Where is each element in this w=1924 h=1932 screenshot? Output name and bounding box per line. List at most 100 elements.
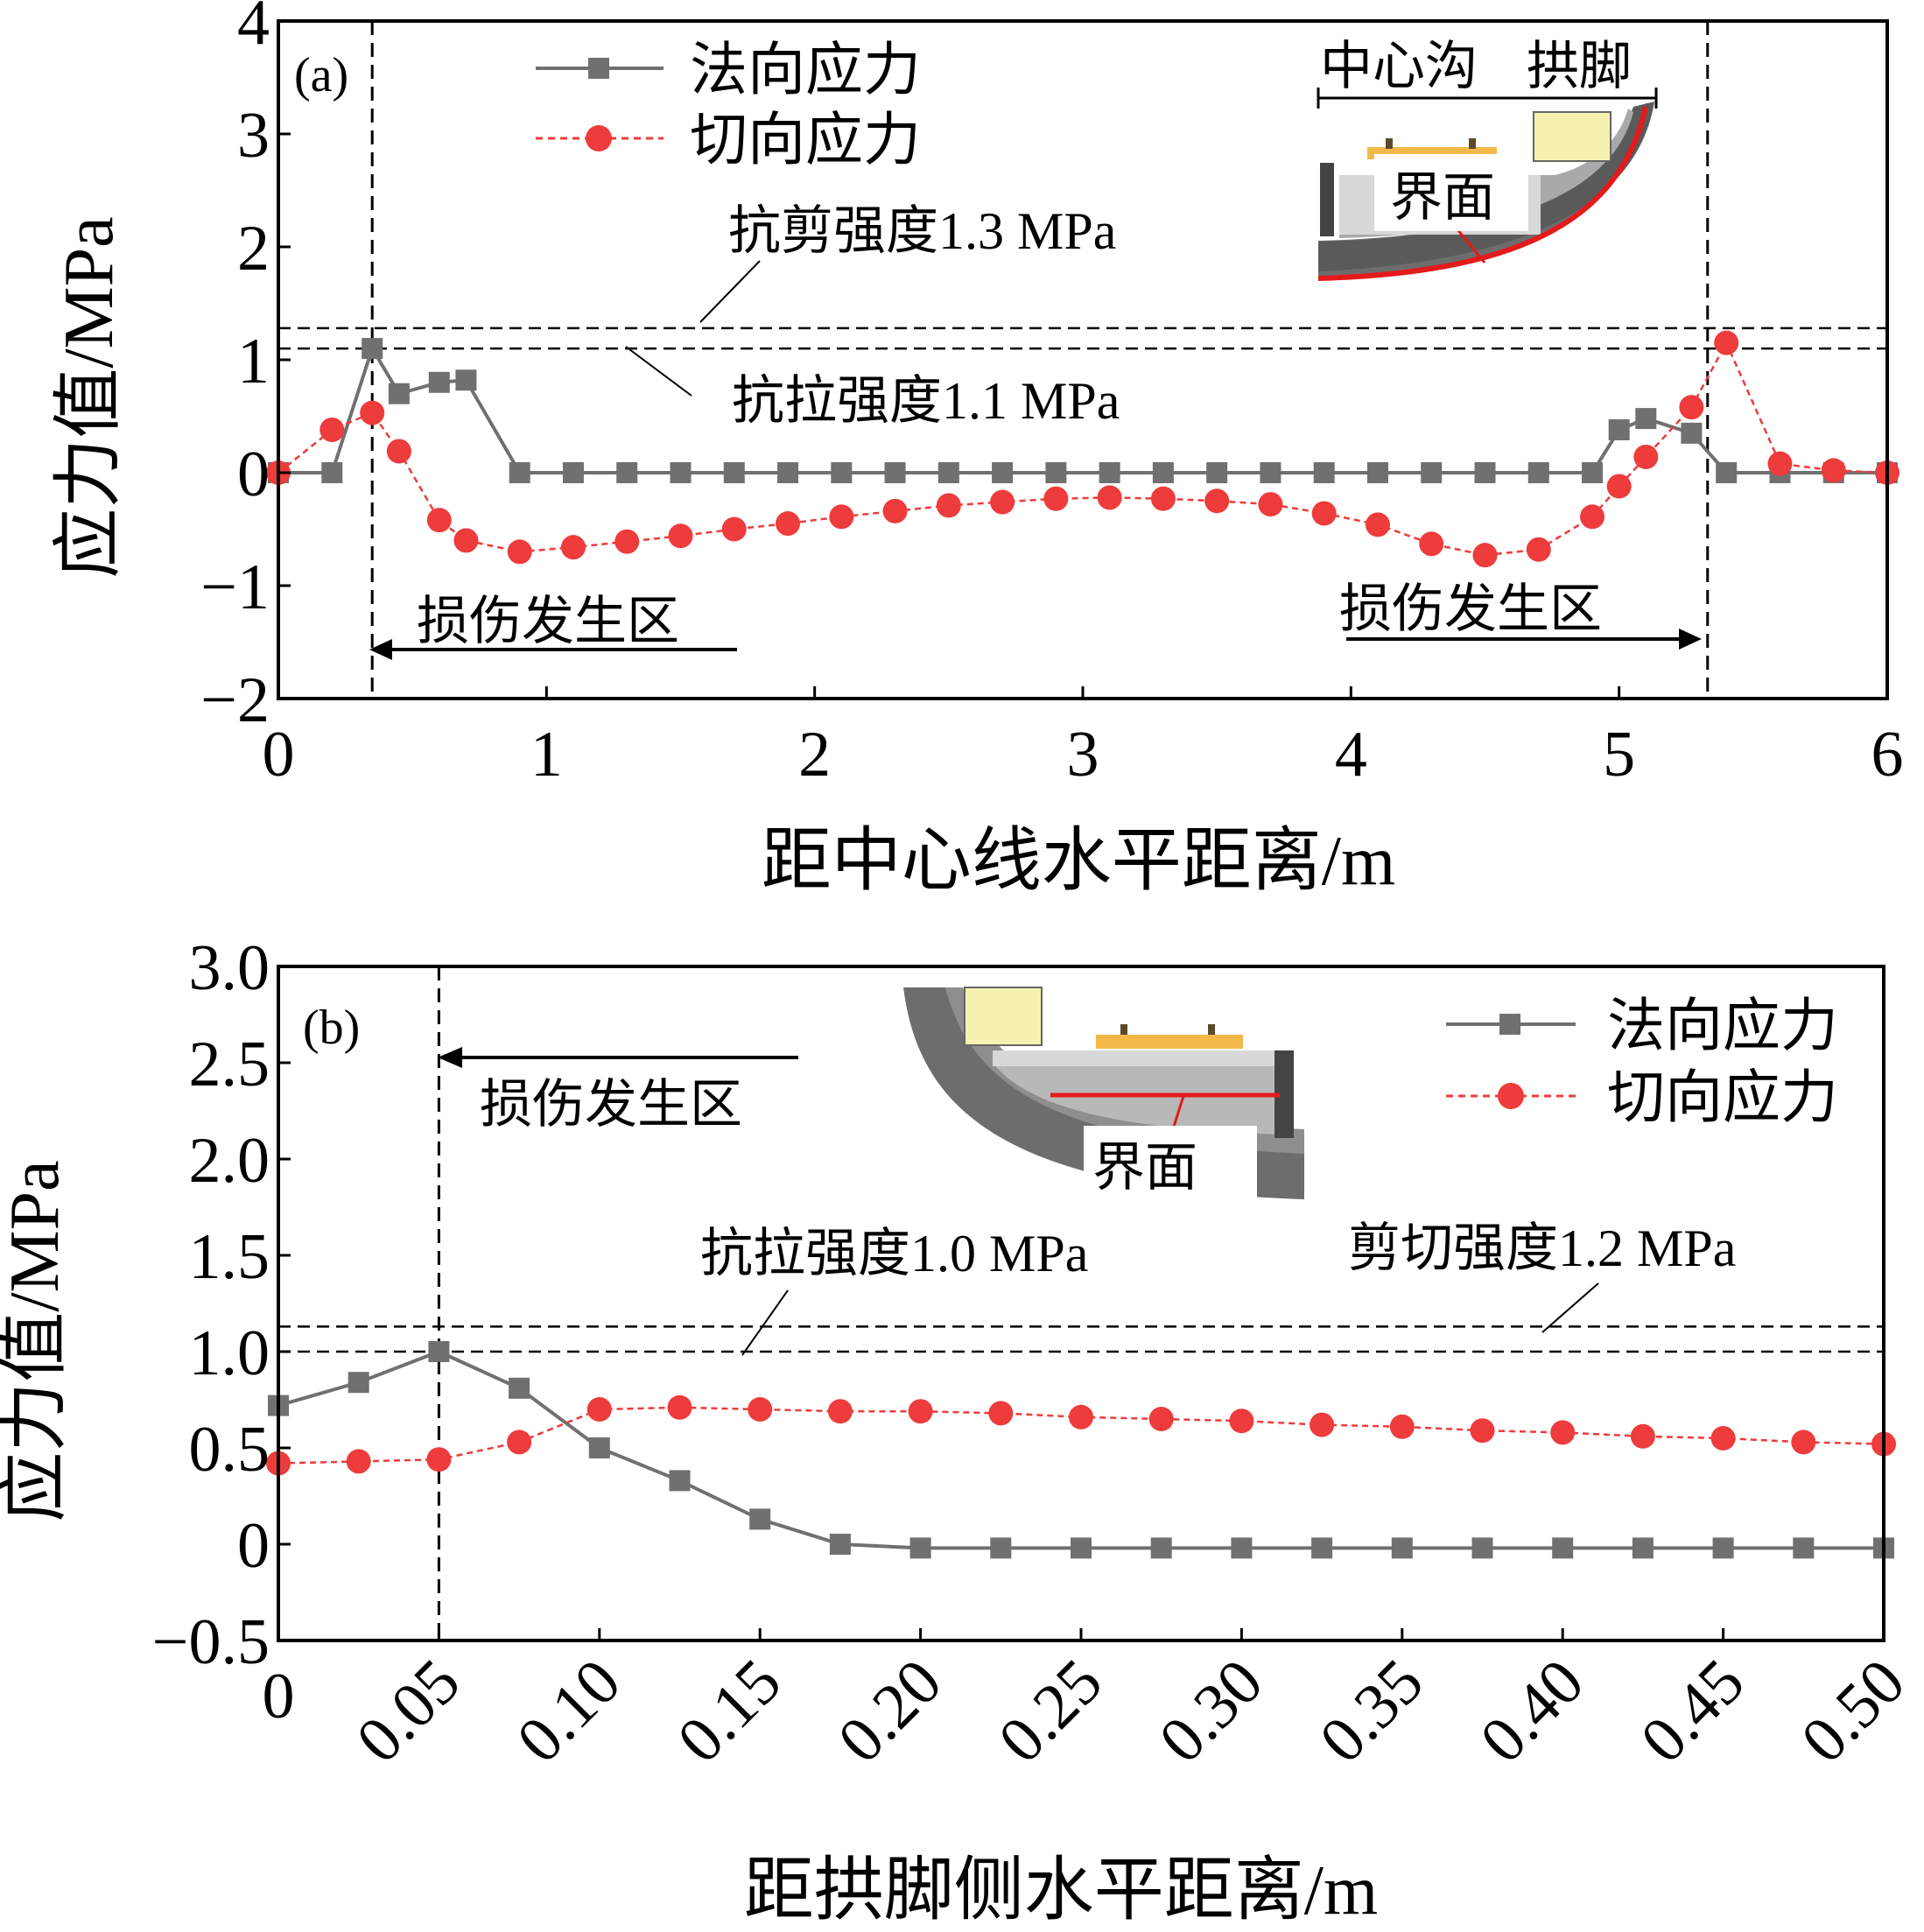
panel-a-y-axis-title: 应力值/MPa xyxy=(51,216,128,578)
y-tick-label-b-0: −0.5 xyxy=(152,1606,270,1678)
inset-b-layer xyxy=(993,1063,1283,1135)
data-point-a-1-15 xyxy=(990,489,1015,515)
y-tick-label-a-1: −1 xyxy=(200,551,270,623)
data-point-a-0-14 xyxy=(937,462,959,483)
x-tick-label-b-4: 0.20 xyxy=(825,1646,956,1777)
x-tick-label-a-1: 1 xyxy=(530,719,563,790)
x-tick-label-a-4: 4 xyxy=(1335,719,1367,790)
inset-b-side-ditch xyxy=(1274,1050,1294,1138)
data-point-a-1-10 xyxy=(721,516,747,542)
data-point-b-1-18 xyxy=(1710,1426,1736,1451)
x-tick-label-b-2: 0.10 xyxy=(503,1646,635,1777)
x-tick-label-b-7: 0.35 xyxy=(1306,1646,1437,1777)
x-tick-label-a-5: 5 xyxy=(1603,719,1635,790)
data-point-a-0-9 xyxy=(670,462,692,483)
data-point-b-0-10 xyxy=(1071,1537,1092,1559)
damage-zone-label-left: 损伤发生区 xyxy=(417,593,679,650)
data-point-b-1-4 xyxy=(586,1397,612,1422)
data-point-a-0-5 xyxy=(455,369,477,391)
data-point-a-1-23 xyxy=(1419,531,1444,557)
data-point-a-1-26 xyxy=(1580,504,1605,530)
data-point-b-1-10 xyxy=(1069,1404,1093,1430)
data-point-a-1-24 xyxy=(1472,543,1498,568)
data-point-a-0-1 xyxy=(321,462,343,483)
inset-a-arch-foot-label: 拱脚 xyxy=(1527,38,1632,95)
data-point-b-0-14 xyxy=(1391,1537,1413,1559)
x-tick-label-b-6: 0.30 xyxy=(1146,1646,1277,1777)
data-point-a-0-17 xyxy=(1099,462,1120,483)
panel-b-label: (b) xyxy=(303,1001,360,1055)
y-tick-label-b-5: 2.0 xyxy=(189,1125,270,1197)
data-point-b-0-6 xyxy=(749,1508,771,1530)
y-tick-label-b-2: 0.5 xyxy=(189,1414,270,1486)
panel-a: 0 1 2 3 4 5 6 −2 −1 0 1 2 3 4 (a) 法向应力 切向应力 抗剪强度1.3 M… xyxy=(51,0,1904,900)
data-point-b-0-3 xyxy=(509,1377,530,1399)
x-tick-label-b-8: 0.40 xyxy=(1467,1646,1598,1777)
data-point-b-0-16 xyxy=(1552,1537,1574,1559)
data-point-a-1-13 xyxy=(882,498,908,523)
y-tick-label-a-4: 2 xyxy=(237,213,270,285)
inset-b-rail-right xyxy=(1208,1024,1215,1035)
legend-a-normal-marker xyxy=(588,58,609,79)
data-point-a-0-20 xyxy=(1260,462,1281,483)
data-point-b-0-15 xyxy=(1471,1537,1493,1559)
x-tick-label-b-9: 0.45 xyxy=(1627,1646,1759,1777)
legend-a-shear-label: 切向应力 xyxy=(690,109,921,172)
data-point-a-0-15 xyxy=(992,462,1014,483)
data-point-a-1-11 xyxy=(776,511,801,537)
x-tick-label-a-0: 0 xyxy=(263,719,295,790)
data-point-a-0-25 xyxy=(1527,462,1549,483)
data-point-a-0-13 xyxy=(884,462,906,483)
panel-b-y-axis-title: 应力值/MPa xyxy=(0,1160,74,1521)
panel-a-ticks: 0 1 2 3 4 5 6 −2 −1 0 1 2 3 4 xyxy=(200,0,1903,790)
inset-a-label-bg xyxy=(1374,154,1528,231)
data-point-b-0-4 xyxy=(588,1437,610,1458)
legend-b-normal-marker xyxy=(1499,1014,1520,1035)
data-point-b-0-19 xyxy=(1793,1537,1815,1559)
data-point-a-1-31 xyxy=(1767,451,1793,476)
inset-b-platform xyxy=(964,987,1043,1046)
panel-a-legend: 法向应力 切向应力 xyxy=(536,39,921,172)
panel-a-label: (a) xyxy=(294,48,348,102)
data-point-a-0-28 xyxy=(1635,408,1657,430)
data-point-b-0-5 xyxy=(669,1470,691,1492)
data-point-a-1-30 xyxy=(1714,330,1739,355)
data-point-b-1-2 xyxy=(426,1447,452,1472)
panel-a-inset-schematic: 界面 中心沟 拱脚 xyxy=(1317,38,1658,281)
data-point-a-1-7 xyxy=(560,535,586,560)
data-point-a-0-21 xyxy=(1313,462,1335,483)
data-point-b-1-6 xyxy=(748,1397,773,1422)
data-point-a-1-1 xyxy=(319,417,345,442)
y-tick-label-a-2: 0 xyxy=(237,439,270,510)
inset-b-label-bg xyxy=(1084,1126,1257,1205)
data-point-b-1-8 xyxy=(908,1399,933,1424)
data-point-b-1-7 xyxy=(827,1399,853,1424)
legend-b-normal-label: 法向应力 xyxy=(1607,994,1838,1058)
data-point-a-1-21 xyxy=(1311,501,1337,526)
data-point-a-0-8 xyxy=(616,462,638,483)
y-tick-label-a-6: 4 xyxy=(237,0,270,59)
x-tick-label-b-5: 0.25 xyxy=(985,1646,1116,1777)
inset-a-arch-inner xyxy=(1318,102,1654,271)
legend-b-shear-marker xyxy=(1498,1083,1524,1109)
data-point-a-1-18 xyxy=(1150,486,1176,511)
data-point-a-1-14 xyxy=(936,493,961,518)
leader-shear-strength-b xyxy=(1541,1282,1599,1333)
data-point-a-0-3 xyxy=(388,383,410,404)
y-tick-label-a-3: 1 xyxy=(237,326,270,397)
inset-a-interface-label: 界面 xyxy=(1390,169,1495,227)
annot-tensile-strength-a: 抗拉强度1.1 MPa xyxy=(732,372,1120,430)
data-point-a-1-27 xyxy=(1606,474,1632,499)
data-point-b-1-15 xyxy=(1470,1418,1495,1444)
damage-zone-label-b: 损伤发生区 xyxy=(480,1076,742,1134)
y-tick-label-b-4: 1.5 xyxy=(189,1221,270,1293)
data-point-a-1-20 xyxy=(1258,492,1283,517)
panel-a-x-axis-title: 距中心线水平距离/m xyxy=(762,823,1395,900)
data-point-a-1-8 xyxy=(614,529,640,554)
legend-b-shear-label: 切向应力 xyxy=(1607,1066,1838,1130)
data-point-a-0-24 xyxy=(1474,462,1496,483)
data-point-a-0-6 xyxy=(509,462,530,483)
data-point-a-0-19 xyxy=(1206,462,1228,483)
data-point-a-0-7 xyxy=(562,462,584,483)
